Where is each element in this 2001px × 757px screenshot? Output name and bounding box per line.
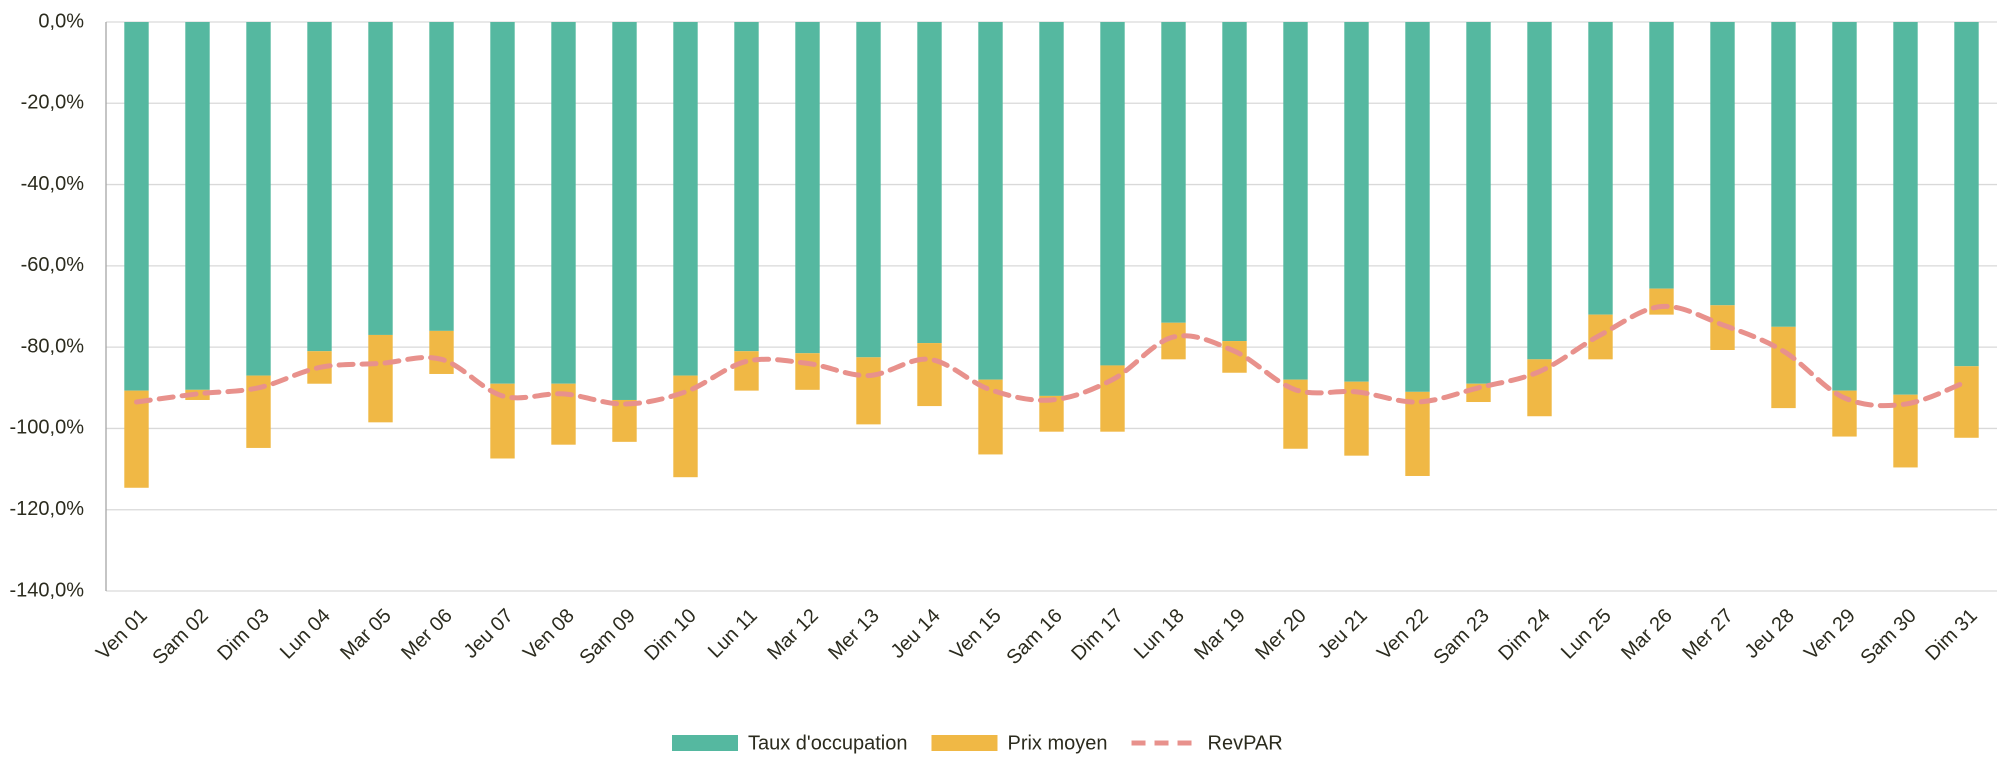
bar — [1466, 22, 1491, 384]
x-tick-label: Jeu 07 — [460, 605, 518, 663]
x-tick-label: Jeu 21 — [1314, 605, 1372, 663]
bar — [795, 22, 820, 354]
bar — [368, 334, 393, 423]
legend-swatch — [931, 735, 998, 751]
bar — [1588, 22, 1613, 315]
bar — [856, 22, 881, 358]
bar — [368, 22, 393, 335]
bar — [246, 22, 271, 376]
bar — [429, 330, 454, 374]
x-tick-label: Lun 18 — [1130, 605, 1189, 664]
bar — [1405, 22, 1430, 392]
bar — [1283, 22, 1308, 380]
bar — [1222, 341, 1247, 373]
bar — [1710, 22, 1735, 306]
bar — [124, 22, 149, 391]
legend-swatch — [672, 735, 738, 751]
x-tick-label: Mar 19 — [1190, 605, 1250, 665]
x-tick-label: Sam 16 — [1002, 605, 1066, 669]
bar — [124, 390, 149, 488]
y-tick-label: 0,0% — [38, 10, 84, 32]
bar — [917, 22, 942, 344]
bar — [612, 399, 637, 442]
x-tick-label: Dim 03 — [213, 605, 273, 665]
x-tick-label: Sam 23 — [1429, 605, 1493, 669]
bar — [1527, 22, 1552, 360]
bar — [978, 22, 1003, 380]
bar — [1100, 22, 1125, 366]
legend-label: Prix moyen — [1007, 732, 1107, 754]
legend-label: RevPAR — [1208, 732, 1283, 754]
bar — [856, 357, 881, 425]
legend-label: Taux d'occupation — [748, 732, 907, 754]
bar — [1161, 22, 1186, 323]
bar — [1405, 391, 1430, 476]
line — [134, 303, 1969, 409]
x-tick-label: Jeu 14 — [887, 605, 945, 663]
x-tick-label: Sam 09 — [575, 605, 639, 669]
bar — [1954, 22, 1979, 367]
legend: Taux d'occupation Prix moyen RevPAR — [672, 732, 1283, 754]
x-tick-label: Lun 11 — [704, 605, 762, 663]
x-tick-label: Mar 12 — [763, 605, 823, 665]
bar — [551, 22, 576, 384]
bar — [1954, 366, 1979, 438]
bar — [1893, 22, 1918, 395]
y-tick-label: -20,0% — [21, 92, 85, 114]
bar — [734, 22, 759, 352]
y-tick-label: -80,0% — [21, 335, 85, 357]
bar — [429, 22, 454, 331]
x-tick-label: Ven 15 — [946, 605, 1006, 665]
x-tick-label: Dim 31 — [1921, 605, 1981, 665]
x-tick-label: Sam 30 — [1856, 605, 1920, 669]
x-tick-label: Mer 06 — [397, 605, 457, 665]
x-tick-label: Ven 22 — [1373, 605, 1433, 665]
x-tick-label: Ven 08 — [519, 605, 579, 665]
y-tick-label: -40,0% — [21, 173, 85, 195]
x-tick-label: Mar 26 — [1617, 605, 1677, 665]
bar — [1771, 326, 1796, 409]
x-tick-label: Mer 27 — [1678, 605, 1738, 665]
bar — [307, 22, 332, 352]
y-tick-label: -60,0% — [21, 254, 85, 276]
x-tick-label: Dim 10 — [640, 605, 700, 665]
bar — [1832, 22, 1857, 391]
bar — [673, 22, 698, 376]
bar — [1039, 22, 1064, 396]
x-tick-label: Dim 24 — [1494, 605, 1554, 665]
bar — [795, 353, 820, 390]
x-tick-label: Lun 25 — [1557, 605, 1616, 664]
y-tick-label: -120,0% — [10, 498, 85, 520]
bar — [734, 351, 759, 391]
bar — [1222, 22, 1247, 342]
bar — [1771, 22, 1796, 327]
y-tick-label: -100,0% — [10, 417, 85, 439]
bar — [490, 22, 515, 384]
bar — [917, 343, 942, 407]
x-tick-label: Ven 01 — [92, 605, 152, 665]
bar — [612, 22, 637, 400]
x-tick-label: Ven 29 — [1800, 605, 1860, 665]
x-tick-label: Jeu 28 — [1741, 605, 1799, 663]
x-tick-label: Mer 20 — [1251, 605, 1311, 665]
x-tick-label: Lun 04 — [276, 605, 335, 664]
x-tick-label: Sam 02 — [148, 605, 212, 669]
y-tick-label: -140,0% — [10, 579, 85, 601]
bar — [1649, 22, 1674, 289]
bar — [1344, 22, 1369, 382]
x-tick-label: Mar 05 — [336, 605, 396, 665]
x-tick-label: Mer 13 — [824, 605, 884, 665]
bar — [1893, 394, 1918, 468]
bar — [185, 22, 210, 390]
x-tick-label: Dim 17 — [1067, 605, 1127, 665]
bar — [1649, 288, 1674, 315]
